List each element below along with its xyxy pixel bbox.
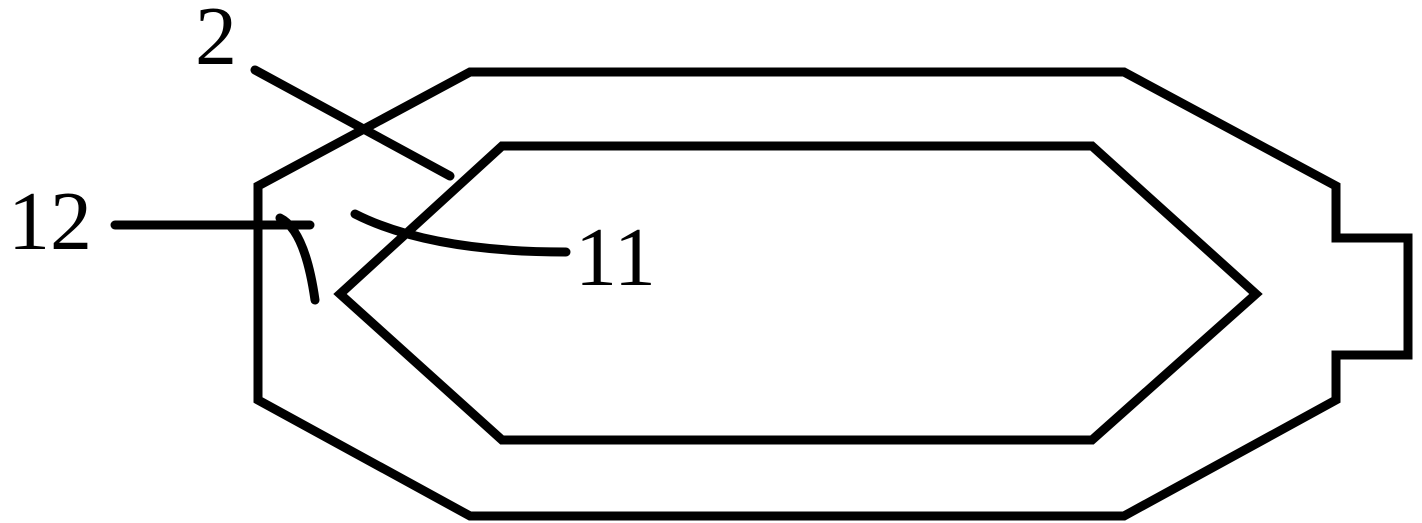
label-2: 2	[195, 0, 237, 79]
inner-cavity	[340, 146, 1256, 440]
notch-curve	[280, 218, 315, 300]
leader-2	[255, 70, 450, 176]
label-11: 11	[575, 216, 656, 300]
outer-casing	[258, 72, 1408, 516]
label-12: 12	[8, 180, 92, 264]
